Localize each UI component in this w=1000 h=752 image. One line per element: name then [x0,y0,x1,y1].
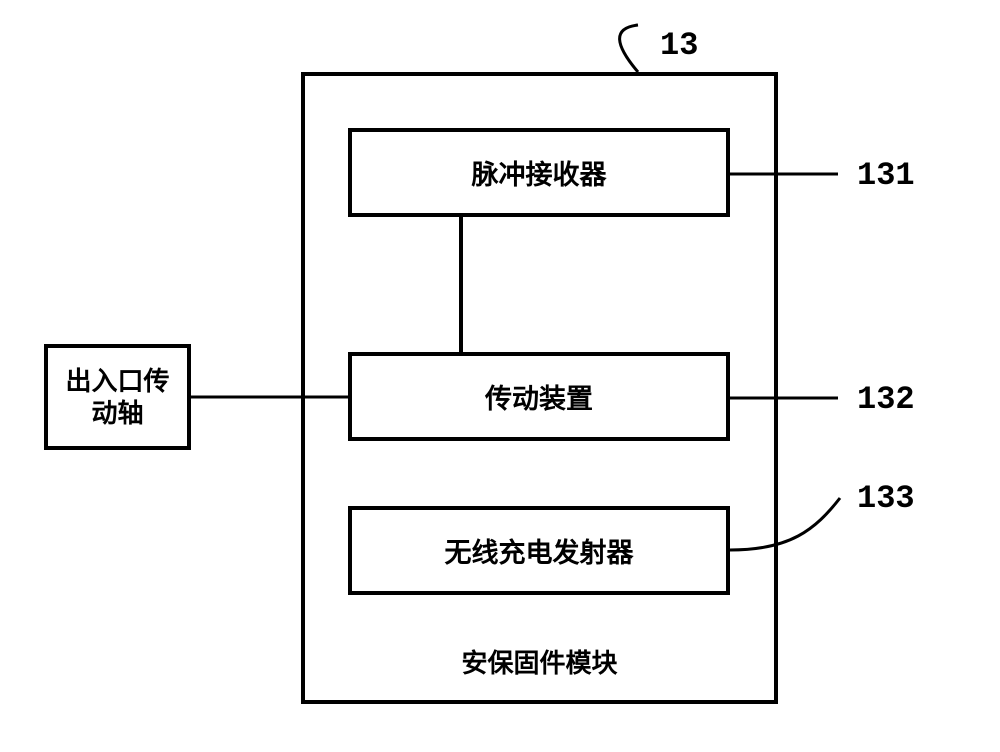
external-box-label: 出入口传动轴 [48,365,187,430]
diagram-canvas: 安保固件模块 出入口传动轴 脉冲接收器传动装置无线充电发射器 13 131 132 1… [0,0,1000,752]
inner-box-label: 脉冲接收器 [472,153,607,192]
module-box-label: 安保固件模块 [305,643,774,680]
inner-box-b131: 脉冲接收器 [348,128,730,217]
callout-label-c131: 131 [857,157,915,194]
callout-label-c13: 13 [660,27,698,64]
inner-box-label: 无线充电发射器 [445,531,634,570]
external-box: 出入口传动轴 [44,344,191,450]
inner-box-label: 传动装置 [485,377,593,416]
callout-label-c133: 133 [857,480,915,517]
callout-leader-c13 [620,25,638,72]
inner-box-b132: 传动装置 [348,352,730,441]
callout-label-c132: 132 [857,381,915,418]
inner-box-b133: 无线充电发射器 [348,506,730,595]
